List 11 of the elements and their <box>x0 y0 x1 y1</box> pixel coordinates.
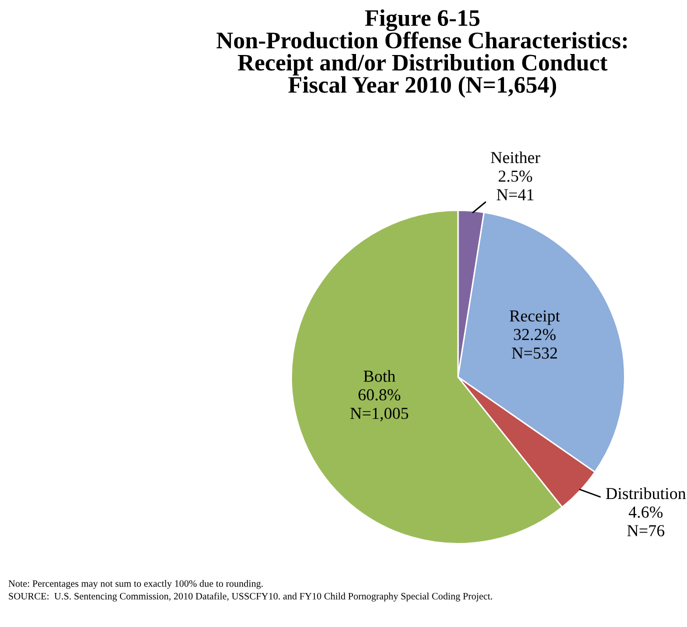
data-label: 32.2% N=532 <box>512 328 557 359</box>
data-label: 4.6% N=76 <box>627 506 664 536</box>
slice-label: Both <box>364 370 396 382</box>
source-note: SOURCE: U.S. Sentencing Commission, 2010 Datafile, USSCFY10. and FY10 Child Pornography Special Coding Project. <box>8 592 492 602</box>
slice-label: Neither <box>490 151 540 164</box>
slice-label: Receipt <box>510 310 560 325</box>
chart-title: Figure 6-15 Non-Production Offense Characteristics: Receipt and/or Distribution Conduct Fiscal Year 2010 (N=1,654) <box>216 9 627 98</box>
slice-label: Distribution <box>606 487 686 500</box>
data-label: 2.5% N=41 <box>496 170 534 200</box>
text: Note: Percentages may not sum to exactly 100% due to rounding. <box>8 580 263 589</box>
data-label: 60.8% N=1,005 <box>350 389 408 422</box>
